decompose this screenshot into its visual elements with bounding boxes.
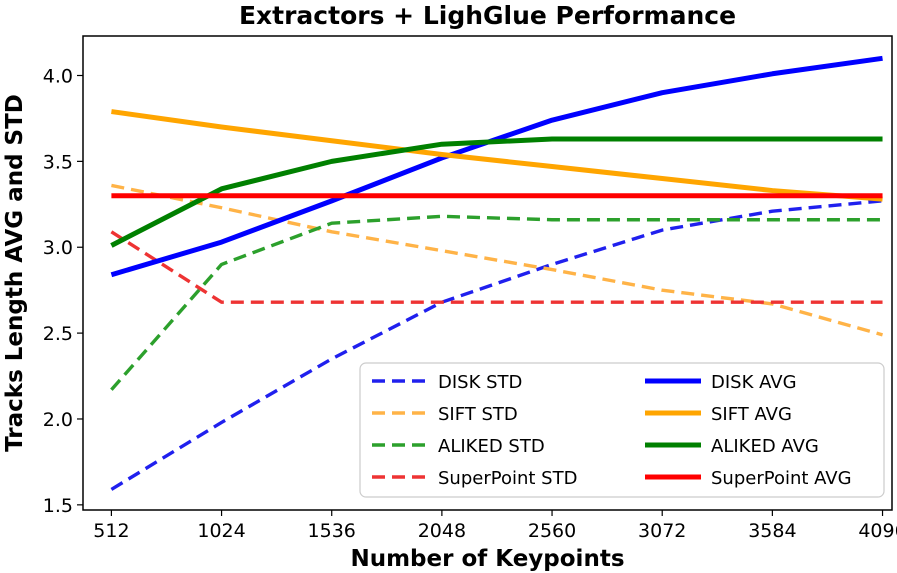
y-tick-label: 4.0 bbox=[43, 66, 73, 88]
series-line-aliked-std bbox=[110, 214, 883, 391]
plot-frame bbox=[82, 35, 893, 511]
legend-label: SIFT STD bbox=[438, 404, 518, 425]
y-tick-label: 1.5 bbox=[43, 495, 73, 517]
y-axis-title: Tracks Length AVG and STD bbox=[2, 94, 28, 452]
series-line-disk-avg bbox=[110, 55, 883, 278]
x-tick-label: 4096 bbox=[858, 520, 897, 542]
plot-lines bbox=[110, 55, 883, 491]
legend-box bbox=[359, 362, 885, 498]
legend-label: DISK AVG bbox=[711, 372, 797, 393]
legend: DISK STD SIFT STD ALIKED STD SuperPoint STD… bbox=[359, 362, 885, 498]
legend-label: SIFT AVG bbox=[711, 404, 792, 425]
x-tick-label: 1024 bbox=[197, 520, 245, 542]
x-tick-label: 2560 bbox=[528, 520, 576, 542]
x-tick-label: 1536 bbox=[308, 520, 356, 542]
y-tick-label: 2.5 bbox=[43, 323, 73, 345]
y-axis-ticks: 1.5 2.0 2.5 3.0 3.5 4.0 bbox=[43, 66, 83, 517]
chart-title: Extractors + LighGlue Performance bbox=[239, 1, 736, 30]
y-tick-label: 3.5 bbox=[43, 151, 73, 173]
y-tick-label: 3.0 bbox=[43, 237, 73, 259]
x-tick-label: 3072 bbox=[638, 520, 686, 542]
legend-label: DISK STD bbox=[438, 372, 522, 393]
series-line-superpoint-std bbox=[110, 230, 883, 304]
legend-label: ALIKED STD bbox=[438, 436, 545, 457]
x-tick-label: 512 bbox=[93, 520, 129, 542]
x-axis-title: Number of Keypoints bbox=[350, 546, 624, 572]
legend-label: SuperPoint STD bbox=[438, 468, 577, 489]
y-tick-label: 2.0 bbox=[43, 409, 73, 431]
legend-label: ALIKED AVG bbox=[711, 436, 819, 457]
x-tick-label: 2048 bbox=[418, 520, 466, 542]
series-line-disk-std bbox=[110, 199, 883, 491]
x-tick-label: 3584 bbox=[748, 520, 796, 542]
series-line-sift-std bbox=[111, 183, 883, 337]
series-line-sift-avg bbox=[111, 109, 883, 202]
legend-label: SuperPoint AVG bbox=[711, 468, 852, 489]
series-line-aliked-avg bbox=[110, 136, 883, 248]
x-axis-ticks: 512 1024 1536 2048 2560 3072 3584 4096 bbox=[93, 510, 897, 542]
